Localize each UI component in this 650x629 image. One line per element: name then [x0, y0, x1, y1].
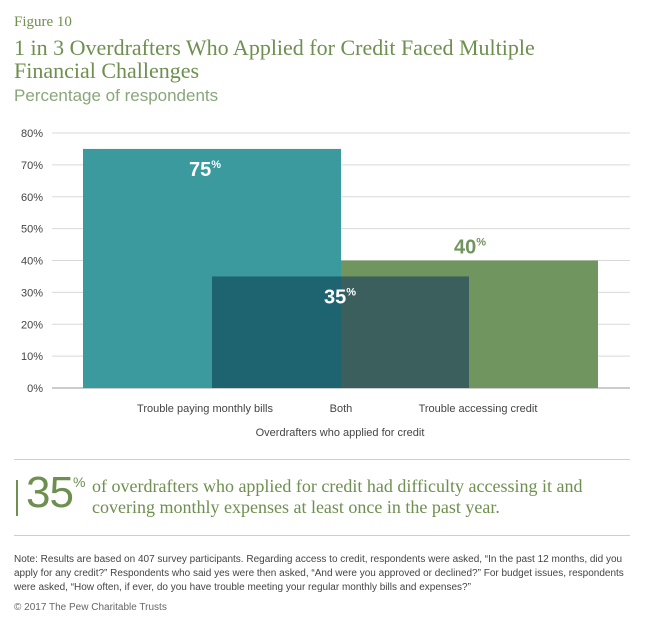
- callout-accent-bar: [16, 480, 18, 516]
- chart-subtitle: Percentage of respondents: [14, 86, 219, 105]
- y-tick-label: 10%: [21, 351, 43, 363]
- callout-unit: %: [73, 474, 86, 490]
- x-axis-title: Overdrafters who applied for credit: [256, 427, 425, 439]
- bar-both-left: [212, 276, 341, 388]
- y-tick-label: 60%: [21, 192, 43, 204]
- copyright: © 2017 The Pew Charitable Trusts: [14, 602, 167, 613]
- figure-label: Figure 10: [14, 14, 72, 30]
- y-axis-ticks: 0% 10% 20% 30% 40% 50% 60% 70% 80%: [21, 128, 43, 395]
- x-tick-label: Trouble paying monthly bills: [137, 403, 273, 415]
- y-tick-label: 70%: [21, 160, 43, 172]
- x-tick-label: Trouble accessing credit: [419, 403, 538, 415]
- value-label-40: 40%: [454, 237, 486, 259]
- y-tick-label: 40%: [21, 256, 43, 268]
- bar-chart: 0%10%20%30%40%50%60%70%80% 75%35%40% Tro…: [21, 128, 630, 439]
- y-tick-label: 80%: [21, 128, 43, 140]
- x-tick-label: Both: [330, 403, 353, 415]
- y-tick-label: 50%: [21, 224, 43, 236]
- footnote: Note: Results are based on 407 survey pa…: [14, 554, 624, 593]
- x-axis-ticks: Trouble paying monthly bills Both Trouble …: [137, 403, 537, 415]
- bar-both-right: [341, 276, 469, 388]
- callout-text: of overdrafters who applied for credit h…: [92, 476, 583, 517]
- callout-number: 35: [26, 468, 74, 517]
- y-tick-label: 20%: [21, 319, 43, 331]
- callout-rule-bottom: [14, 535, 630, 536]
- y-tick-label: 0%: [27, 383, 43, 395]
- y-tick-label: 30%: [21, 287, 43, 299]
- chart-title: 1 in 3 Overdrafters Who Applied for Cred…: [14, 35, 535, 83]
- callout-rule-top: [14, 459, 630, 460]
- bars: [83, 148, 598, 388]
